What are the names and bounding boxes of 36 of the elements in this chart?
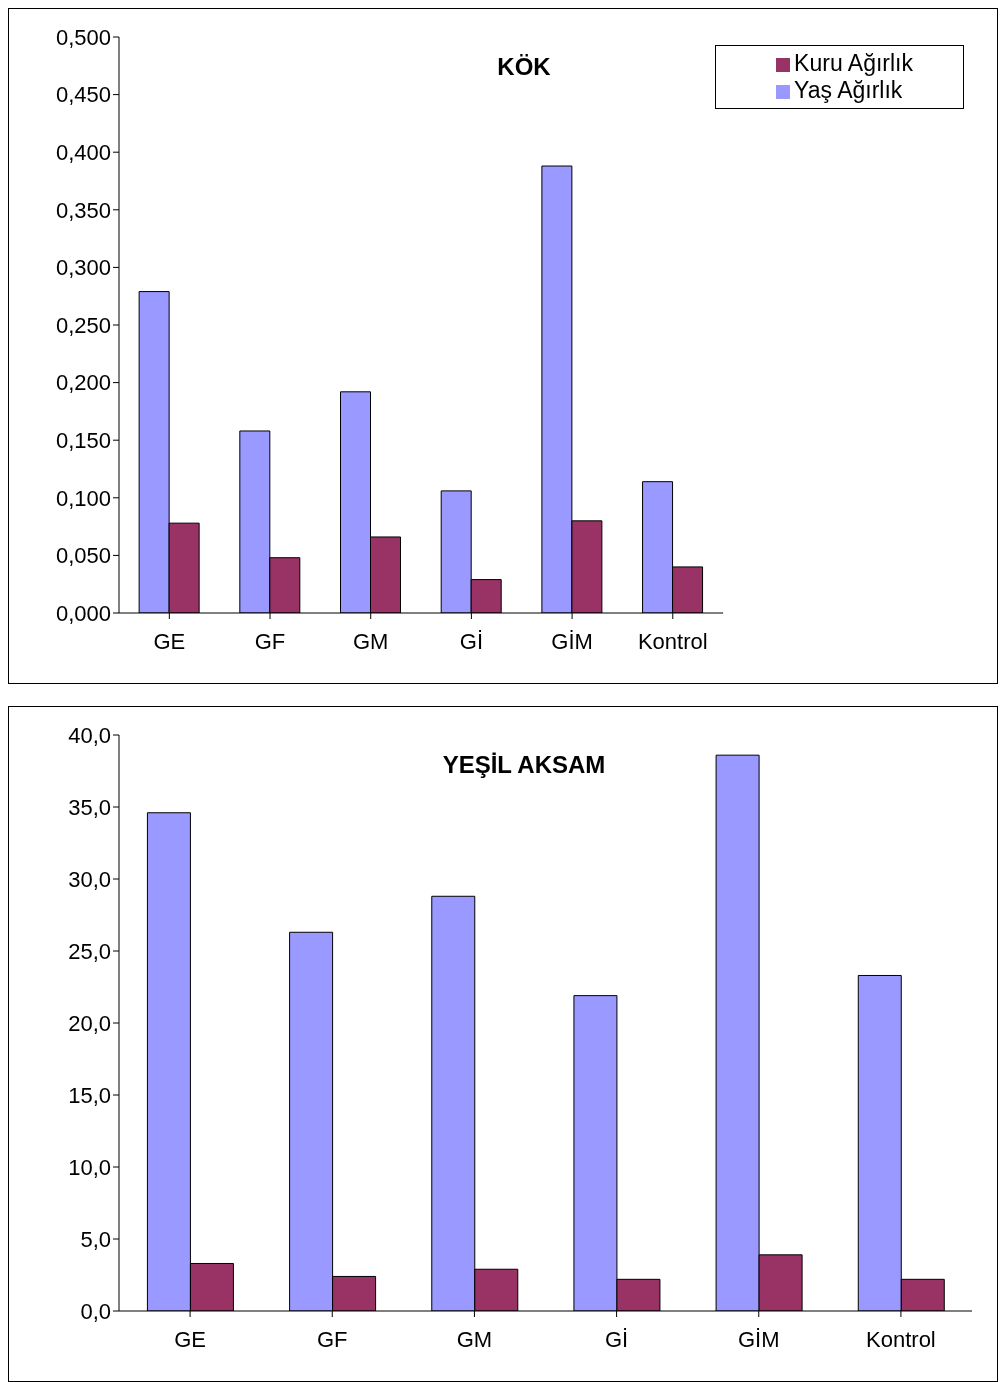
x-tick-label: GM bbox=[456, 1326, 493, 1352]
y-tick-label: 0,450 bbox=[55, 82, 111, 108]
legend-label: Yaş Ağırlık bbox=[794, 77, 903, 103]
x-tick-label: GE bbox=[153, 628, 186, 654]
text: KÖK bbox=[497, 53, 551, 80]
x-tick-label: Gİ bbox=[459, 628, 484, 654]
y-tick-label: 25,0 bbox=[68, 938, 111, 964]
y-tick-label: 10,0 bbox=[68, 1154, 111, 1180]
legend-label: Kuru Ağırlık bbox=[794, 50, 913, 76]
y-tick-label: 0,300 bbox=[55, 255, 111, 281]
x-tick-label: GF bbox=[316, 1326, 348, 1352]
y-tick-label: 0,050 bbox=[55, 543, 111, 569]
y-tick-label: 0,100 bbox=[55, 485, 111, 511]
y-tick-label: 0,0 bbox=[80, 1298, 111, 1324]
y-tick-label: 0,150 bbox=[55, 428, 111, 454]
y-tick-label: 0,200 bbox=[55, 370, 111, 396]
x-tick-label: Kontrol bbox=[637, 628, 708, 654]
x-tick-label: GE bbox=[174, 1326, 206, 1352]
x-tick-label: GF bbox=[254, 628, 286, 654]
y-tick-label: 0,250 bbox=[55, 312, 111, 338]
x-tick-label: Kontrol bbox=[866, 1326, 936, 1352]
y-tick-label: 5,0 bbox=[80, 1226, 111, 1252]
y-tick-label: 0,350 bbox=[55, 197, 111, 223]
y-tick-label: 20,0 bbox=[68, 1010, 111, 1036]
y-tick-label: 15,0 bbox=[68, 1082, 111, 1108]
x-tick-label: GİM bbox=[551, 628, 593, 654]
x-tick-label: Gİ bbox=[604, 1326, 629, 1352]
x-tick-label: GİM bbox=[737, 1326, 780, 1352]
y-tick-label: 0,500 bbox=[55, 24, 111, 50]
y-tick-label: 40,0 bbox=[68, 722, 111, 748]
text: YEŞİL AKSAM bbox=[441, 751, 607, 779]
y-tick-label: 30,0 bbox=[68, 866, 111, 892]
x-tick-label: GM bbox=[352, 628, 389, 654]
y-tick-label: 0,400 bbox=[55, 140, 111, 166]
y-tick-label: 0,000 bbox=[55, 600, 111, 626]
y-tick-label: 35,0 bbox=[68, 794, 111, 820]
